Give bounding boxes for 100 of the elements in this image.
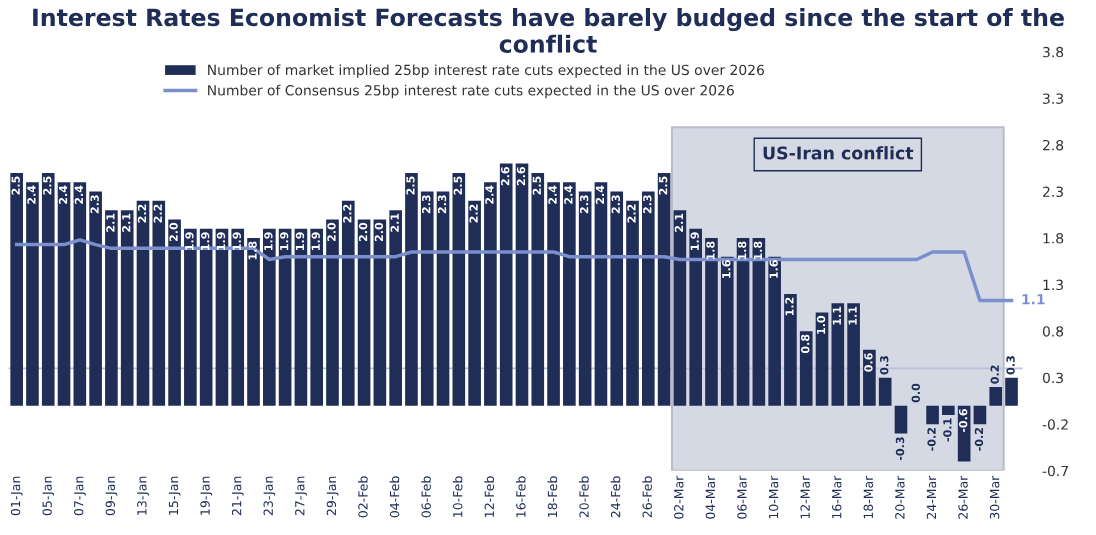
data-label: 1.9: [185, 232, 194, 250]
bar: [373, 219, 387, 406]
x-tick-label: 26-Mar: [958, 475, 968, 519]
bar: [436, 191, 450, 406]
x-tick-label: 09-Jan: [105, 476, 118, 516]
x-tick-label: 30-Mar: [989, 475, 1000, 519]
data-label: 2.0: [327, 222, 336, 242]
data-label: 1.9: [216, 232, 226, 250]
bar: [689, 228, 703, 406]
data-label: 2.1: [674, 213, 683, 232]
data-label: 2.5: [658, 176, 668, 195]
bar: [310, 228, 324, 406]
x-tick-label: 07-Jan: [74, 476, 86, 516]
bar: [215, 228, 229, 406]
data-label: 2.4: [564, 185, 573, 204]
bar: [120, 210, 134, 406]
bar: [610, 191, 624, 406]
bar: [294, 228, 308, 406]
x-tick-label: 05-Jan: [42, 476, 55, 516]
bar: [768, 256, 781, 406]
data-label: 1.9: [295, 232, 305, 250]
x-tick-label: 23-Jan: [263, 476, 276, 516]
x-tick-label: 24-Feb: [610, 476, 621, 518]
data-label: 2.0: [358, 222, 368, 242]
x-tick-label: 15-Jan: [168, 476, 181, 515]
bar: [452, 172, 466, 406]
x-tick-label: 19-Jan: [200, 476, 213, 515]
bar: [26, 182, 39, 406]
data-label: 2.4: [485, 185, 494, 204]
x-tick-label: 06-Mar: [737, 475, 747, 519]
data-label: -0.6: [958, 409, 968, 433]
y-tick-label: -0.2: [1042, 419, 1068, 430]
data-label: 2.3: [579, 195, 589, 214]
bar: [73, 182, 87, 406]
bar: [136, 200, 150, 406]
data-label: 2.3: [611, 195, 620, 214]
bar: [626, 200, 639, 406]
data-label: 1.9: [232, 232, 241, 250]
bar: [863, 349, 876, 406]
bar: [420, 191, 434, 406]
bar: [926, 405, 939, 425]
bar: [973, 405, 987, 425]
bar: [673, 210, 687, 406]
data-label: 1.9: [200, 232, 210, 250]
data-label: 1.6: [722, 260, 731, 278]
data-label: 1.8: [248, 241, 257, 260]
data-label: 0.6: [864, 353, 873, 372]
y-tick-label: 1.3: [1043, 279, 1063, 291]
data-label: 2.5: [406, 176, 415, 195]
y-tick-label: 0.3: [1042, 372, 1063, 384]
data-label: 1.0: [816, 315, 826, 334]
data-label: 1.1: [832, 306, 841, 325]
y-tick-label: 0.8: [1042, 326, 1064, 337]
data-label: 2.3: [643, 195, 652, 214]
bar: [942, 405, 955, 415]
data-label: 2.2: [343, 204, 352, 223]
bar: [894, 405, 908, 434]
x-tick-label: 20-Mar: [895, 475, 905, 519]
bar: [578, 191, 592, 406]
x-tick-label: 13-Jan: [137, 476, 149, 515]
data-label: 2.6: [501, 166, 510, 186]
x-tick-label: 02-Mar: [674, 475, 684, 519]
x-tick-label: 06-Feb: [421, 476, 431, 518]
x-tick-label: 24-Mar: [926, 475, 937, 519]
bar: [784, 293, 797, 406]
data-label: 1.1: [1022, 294, 1045, 305]
bar: [847, 303, 860, 406]
data-label: 1.9: [264, 232, 273, 250]
bar: [357, 219, 371, 406]
data-label: 0.3: [1006, 356, 1015, 375]
x-tick-label: 26-Feb: [642, 476, 652, 518]
data-label: 1.9: [311, 232, 320, 250]
bar: [10, 172, 23, 406]
data-label: 2.5: [532, 176, 541, 195]
bar: [515, 163, 529, 406]
bar: [278, 228, 292, 406]
data-label: 1.9: [690, 232, 699, 250]
bar: [799, 331, 813, 406]
data-label: 2.0: [169, 222, 178, 242]
bar: [199, 228, 213, 406]
data-label: 2.5: [43, 176, 52, 195]
data-label: 1.8: [737, 241, 747, 260]
data-label: 2.2: [153, 204, 162, 223]
bar: [389, 210, 402, 406]
data-label: -0.2: [927, 428, 936, 451]
data-label: 2.5: [453, 176, 463, 195]
x-tick-label: 02-Feb: [358, 476, 368, 518]
x-tick-label: 27-Jan: [295, 476, 307, 516]
bar: [720, 256, 734, 406]
x-tick-label: 16-Mar: [831, 475, 842, 519]
y-tick-label: 1.8: [1043, 233, 1064, 244]
data-label: 2.3: [90, 195, 99, 214]
x-tick-label: 21-Jan: [231, 476, 244, 516]
bar: [736, 238, 750, 406]
y-tick-label: 2.8: [1043, 139, 1064, 151]
x-tick-label: 10-Mar: [768, 475, 779, 519]
data-label: 2.6: [516, 166, 526, 186]
data-label: 2.4: [548, 185, 557, 204]
bar: [468, 200, 481, 406]
data-label: 2.3: [422, 195, 431, 214]
